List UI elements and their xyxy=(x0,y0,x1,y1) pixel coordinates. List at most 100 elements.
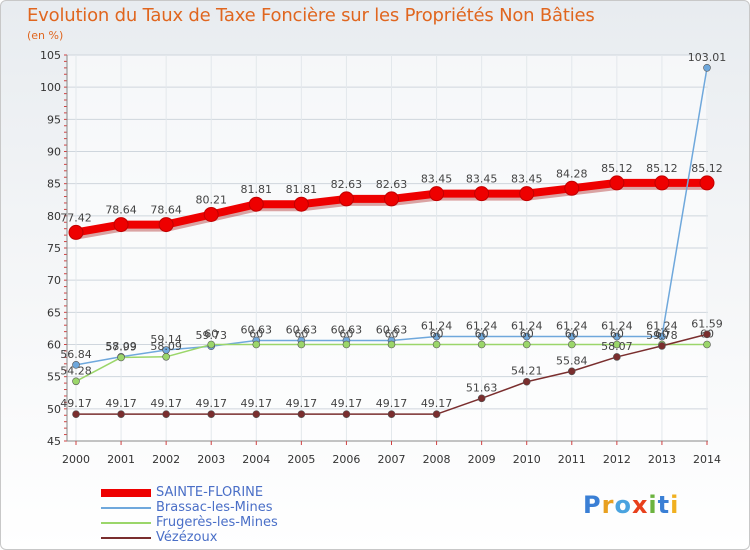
data-point xyxy=(429,186,445,202)
logo-letter: o xyxy=(614,491,632,519)
data-label: 49.17 xyxy=(376,397,408,410)
data-label: 85.12 xyxy=(646,162,678,175)
data-point xyxy=(613,340,621,349)
y-tick-label: 55 xyxy=(47,371,61,384)
data-label: 61.24 xyxy=(466,320,498,333)
chart-title: Evolution du Taux de Taxe Foncière sur l… xyxy=(27,5,595,26)
y-tick-label: 105 xyxy=(40,49,61,62)
logo-letter: x xyxy=(631,491,649,519)
x-tick-label: 2008 xyxy=(423,453,451,466)
y-tick-label: 45 xyxy=(47,435,61,448)
logo-letter: i xyxy=(670,491,680,519)
data-label: 54.21 xyxy=(511,365,543,378)
data-label: 60 xyxy=(565,328,579,341)
data-label: 54.28 xyxy=(60,364,92,377)
data-point xyxy=(207,410,216,418)
y-axis-unit-label: (en %) xyxy=(27,29,64,42)
data-point xyxy=(564,180,580,196)
data-label: 83.45 xyxy=(421,173,453,186)
legend-label: Brassac-les-Mines xyxy=(156,500,273,515)
data-label: 49.17 xyxy=(286,397,318,410)
data-label: 59.73 xyxy=(195,329,227,342)
logo-letter: P xyxy=(583,491,602,519)
data-point xyxy=(519,186,535,202)
y-tick-label: 95 xyxy=(47,113,61,126)
x-tick-label: 2014 xyxy=(693,453,721,466)
data-label: 60 xyxy=(475,328,489,341)
data-label: 81.81 xyxy=(286,183,318,196)
x-tick-label: 2007 xyxy=(378,453,406,466)
y-tick-label: 50 xyxy=(47,403,61,416)
x-tick-label: 2004 xyxy=(242,453,270,466)
data-label: 59.14 xyxy=(150,333,182,346)
data-label: 60 xyxy=(430,328,444,341)
data-label: 49.17 xyxy=(195,397,227,410)
x-tick-label: 2012 xyxy=(603,453,631,466)
data-point xyxy=(297,410,306,418)
data-point xyxy=(654,175,670,191)
y-tick-label: 85 xyxy=(47,178,61,191)
data-point xyxy=(342,340,351,349)
data-point xyxy=(567,332,576,341)
data-label: 80.21 xyxy=(195,193,227,206)
x-tick-label: 2005 xyxy=(287,453,315,466)
data-label: 55.84 xyxy=(556,354,588,367)
data-point xyxy=(117,353,125,362)
data-point xyxy=(338,191,354,207)
data-point xyxy=(658,332,666,341)
y-tick-label: 60 xyxy=(47,339,61,352)
data-label: 85.12 xyxy=(691,162,723,175)
x-tick-label: 2003 xyxy=(197,453,225,466)
x-tick-label: 2006 xyxy=(332,453,360,466)
data-label: 56.84 xyxy=(60,348,92,361)
data-label: 60.63 xyxy=(376,323,408,336)
data-label: 59.78 xyxy=(646,329,678,342)
data-point xyxy=(68,224,84,240)
data-label: 78.64 xyxy=(150,204,182,217)
data-label: 60 xyxy=(204,328,218,341)
legend-swatch xyxy=(101,507,151,509)
data-point xyxy=(613,353,621,361)
data-point xyxy=(72,361,80,369)
data-label: 49.17 xyxy=(105,397,137,410)
data-label: 58.09 xyxy=(150,340,182,353)
data-label: 61.24 xyxy=(421,320,453,333)
data-label: 60 xyxy=(249,328,263,341)
data-label: 61.24 xyxy=(646,320,678,333)
data-label: 60.63 xyxy=(241,323,273,336)
legend-swatch xyxy=(101,522,151,524)
data-point xyxy=(293,196,309,212)
legend-label: SAINTE-FLORINE xyxy=(156,485,264,500)
x-tick-label: 2000 xyxy=(62,453,90,466)
y-tick-label: 80 xyxy=(47,210,61,223)
data-label: 49.17 xyxy=(241,397,273,410)
data-label: 60 xyxy=(339,328,353,341)
data-label: 82.63 xyxy=(376,178,408,191)
data-point xyxy=(158,217,174,233)
x-tick-label: 2011 xyxy=(558,453,586,466)
data-label: 85.12 xyxy=(601,162,633,175)
data-label: 49.17 xyxy=(331,397,363,410)
legend-label: Frugerès-les-Mines xyxy=(156,515,278,530)
data-label: 49.17 xyxy=(150,397,182,410)
data-label: 60 xyxy=(610,328,624,341)
data-point xyxy=(162,352,170,361)
data-point xyxy=(387,410,396,418)
data-point xyxy=(703,340,711,349)
data-point xyxy=(703,64,711,72)
data-point xyxy=(609,175,625,191)
data-label: 51.63 xyxy=(466,381,498,394)
data-point xyxy=(567,340,576,349)
data-label: 57.99 xyxy=(105,340,137,353)
data-label: 83.45 xyxy=(511,173,543,186)
x-tick-label: 2002 xyxy=(152,453,180,466)
data-label: 60 xyxy=(520,328,534,341)
data-label: 81.81 xyxy=(241,183,273,196)
y-tick-label: 100 xyxy=(40,81,61,94)
data-point xyxy=(477,332,486,341)
y-tick-label: 65 xyxy=(47,306,61,319)
data-point xyxy=(297,340,306,349)
data-label: 60 xyxy=(385,328,399,341)
